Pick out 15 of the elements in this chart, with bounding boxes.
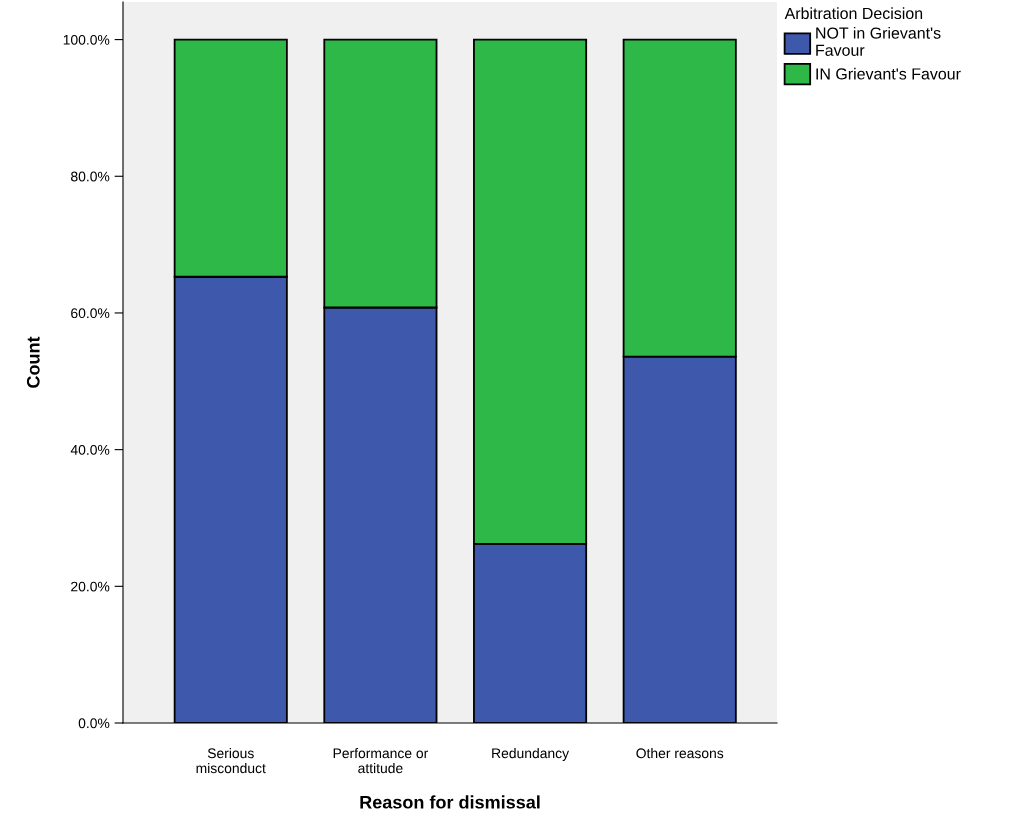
y-tick-label: 100.0% [63, 34, 110, 45]
y-tick-label: 40.0% [70, 444, 110, 455]
x-tick-label: Serious misconduct [196, 748, 266, 774]
y-tick-label: 80.0% [71, 171, 110, 182]
legend-label: NOT in Grievant's Favour [816, 27, 941, 56]
x-axis-title: Reason for dismissal [360, 795, 540, 809]
x-tick-label: Performance or attitude [333, 748, 429, 774]
y-tick-label: 60.0% [71, 308, 110, 319]
y-tick-label: 20.0% [71, 581, 110, 592]
legend-title: Arbitration Decision [784, 7, 923, 20]
y-tick-label: 0.0% [78, 718, 110, 729]
x-tick-label: Other reasons [636, 748, 724, 759]
legend-label: IN Grievant's Favour [816, 67, 961, 80]
y-axis-title: Count [26, 336, 40, 388]
x-tick-label: Redundancy [492, 748, 570, 761]
